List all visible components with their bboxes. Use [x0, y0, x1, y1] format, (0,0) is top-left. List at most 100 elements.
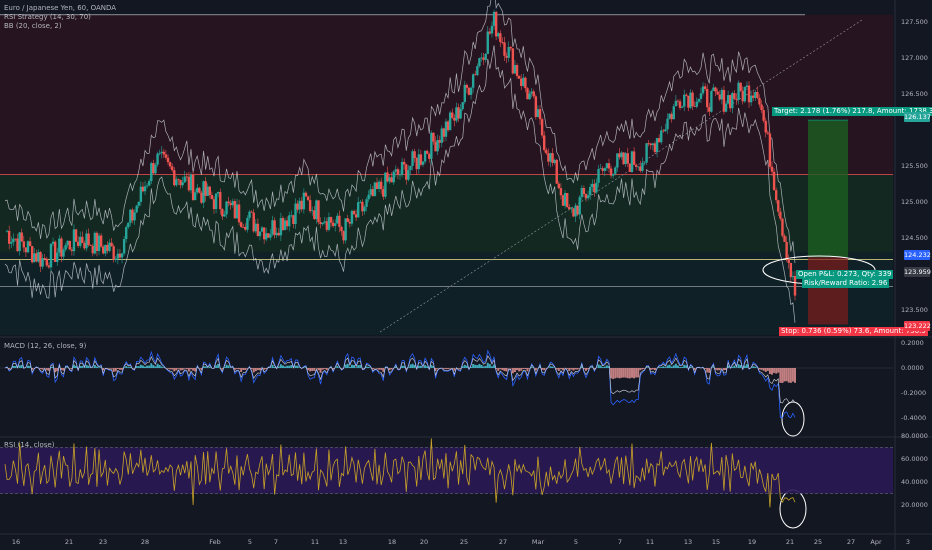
candle-body: [409, 166, 412, 171]
target-label[interactable]: Target: 2.178 (1.76%) 217.8, Amount: 173…: [772, 107, 932, 116]
time-tick-label: 11: [646, 538, 654, 546]
macd-hist-bar: [162, 367, 165, 368]
candle-body: [486, 31, 489, 54]
candle-body: [578, 197, 581, 215]
candle-body: [317, 200, 320, 223]
macd-hist-bar: [204, 366, 207, 368]
candle-body: [428, 153, 431, 159]
macd-hist-bar: [476, 365, 479, 368]
candle-body: [430, 132, 433, 159]
candle-body: [752, 95, 755, 98]
candle-body: [212, 199, 216, 210]
candle-body: [22, 241, 26, 248]
candle-body: [520, 78, 523, 86]
macd-hist-bar: [31, 368, 34, 370]
candle-body: [793, 276, 797, 296]
candle-body: [56, 252, 59, 262]
candle-body: [768, 133, 772, 167]
candle-body: [246, 217, 249, 230]
macd-hist-bar: [319, 368, 322, 373]
candle-body: [49, 243, 53, 268]
candle-body: [455, 107, 458, 121]
macd-hist-bar: [603, 366, 606, 368]
rsi-label[interactable]: RSI (14, close): [4, 441, 55, 449]
macd-hist-bar: [223, 367, 226, 368]
macd-hist-bar: [773, 368, 776, 373]
candle-body: [779, 211, 782, 219]
macd-hist-bar: [121, 368, 124, 370]
time-tick-label: 16: [12, 538, 20, 546]
candle-body: [294, 203, 297, 224]
candle-body: [102, 246, 105, 254]
candle-body: [678, 101, 682, 108]
stop-label[interactable]: Stop: 0.736 (0.59%) 73.6, Amount: 750.5: [779, 327, 928, 336]
macd-hist-bar: [198, 368, 201, 369]
macd-hist-bar: [461, 366, 464, 368]
macd-hist-bar: [160, 366, 163, 368]
candle-body: [214, 193, 218, 210]
candle-body: [168, 162, 172, 167]
macd-hist-bar: [714, 368, 717, 370]
candle-body: [492, 11, 496, 26]
macd-hist-bar: [202, 366, 205, 368]
macd-hist-bar: [570, 368, 573, 370]
candle-body: [384, 172, 387, 197]
candle-body: [662, 130, 665, 132]
macd-hist-bar: [246, 368, 249, 369]
candle-body: [570, 208, 573, 210]
candle-body: [325, 221, 329, 230]
macd-hist-bar: [614, 368, 617, 379]
indicator-rsi-strategy[interactable]: RSI Strategy (14, 30, 70): [4, 13, 91, 21]
rr-label[interactable]: Risk/Reward Ratio: 2.96: [802, 279, 890, 288]
macd-hist-bar: [493, 364, 496, 368]
candle-body: [616, 153, 619, 168]
candle-body: [726, 95, 730, 104]
candle-body: [367, 194, 370, 200]
rsi-tick-label: 20.0000: [901, 501, 928, 509]
macd-hist-bar: [580, 366, 583, 368]
macd-hist-bar: [388, 368, 391, 371]
macd-hist-bar: [102, 368, 105, 371]
macd-hist-bar: [390, 368, 393, 370]
candle-body: [643, 162, 646, 164]
macd-hist-bar: [472, 363, 475, 368]
candle-body: [699, 93, 703, 99]
candle-body: [641, 162, 644, 171]
candle-body: [457, 107, 460, 119]
candle-body: [522, 77, 525, 86]
macd-hist-bar: [442, 368, 445, 369]
macd-hist-bar: [562, 368, 565, 371]
candle-body: [586, 195, 590, 199]
candle-body: [110, 242, 113, 247]
candle-body: [95, 232, 99, 251]
candle-body: [534, 96, 538, 117]
macd-hist-bar: [403, 365, 406, 368]
candle-body: [480, 57, 483, 59]
candle-body: [547, 153, 550, 162]
macd-hist-bar: [601, 367, 604, 368]
macd-hist-bar: [752, 366, 755, 368]
macd-tick-label: -0.4000: [901, 414, 926, 422]
macd-label[interactable]: MACD (12, 26, close, 9): [4, 342, 87, 350]
candle-body: [783, 235, 786, 242]
candle-body: [231, 201, 235, 206]
candle-body: [655, 138, 659, 153]
candle-body: [388, 177, 391, 182]
symbol-title[interactable]: Euro / Japanese Yen, 60, OANDA: [4, 4, 117, 12]
candle-body: [645, 143, 648, 163]
candle-body: [72, 229, 76, 252]
candle-body: [164, 154, 168, 158]
candle-body: [434, 141, 437, 152]
candle-body: [35, 253, 38, 262]
candle-body: [227, 201, 230, 204]
indicator-bb[interactable]: BB (20, close, 2): [4, 22, 62, 30]
candle-body: [313, 210, 316, 220]
highlight-ellipse-macd: [781, 401, 805, 437]
pnl-label[interactable]: Open P&L: 0.273, Qty: 339: [796, 270, 894, 279]
time-tick-label: 23: [99, 538, 107, 546]
macd-hist-bar: [175, 368, 178, 371]
macd-hist-bar: [315, 368, 318, 369]
candle-body: [474, 74, 477, 76]
macd-hist-bar: [505, 368, 508, 372]
